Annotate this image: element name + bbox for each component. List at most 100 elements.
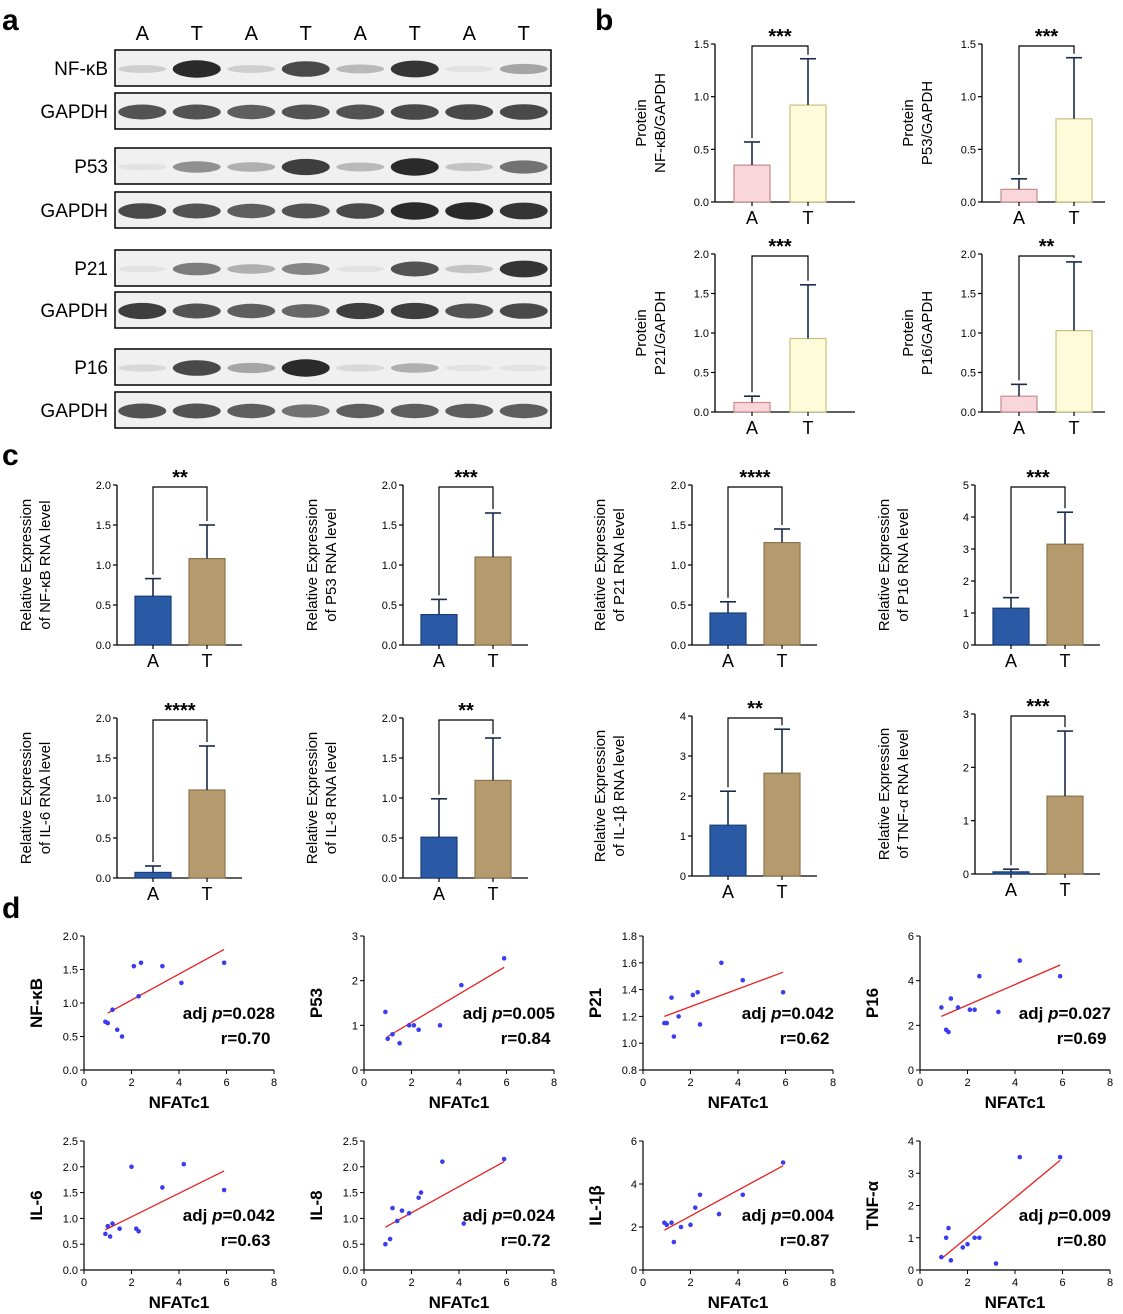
y-axis-label-line: Relative Expression xyxy=(18,499,35,632)
x-tick-label: 8 xyxy=(1107,1077,1113,1089)
y-axis-label: Protein P53/GAPDH xyxy=(900,81,936,165)
x-tick-label: 4 xyxy=(735,1277,741,1289)
y-tick-label: 1.0 xyxy=(96,560,111,572)
y-tick-label: 2.0 xyxy=(382,480,397,492)
y-tick-label: 2.0 xyxy=(343,1162,358,1174)
y-tick-label: 1.0 xyxy=(96,793,111,805)
adj-p-label: adj p=0.004 xyxy=(742,1206,835,1225)
x-axis-label: NFATc1 xyxy=(985,1093,1046,1112)
y-tick-label: 0.0 xyxy=(96,873,111,885)
data-point xyxy=(669,995,674,1000)
x-tick-label: 4 xyxy=(176,1277,182,1289)
bar xyxy=(1055,330,1093,413)
p-value: =0.009 xyxy=(1058,1206,1110,1225)
blot-band xyxy=(227,403,276,419)
y-tick-label: 2.0 xyxy=(961,249,976,261)
x-tick-label: 0 xyxy=(81,1277,87,1289)
blot-strip: GAPDH xyxy=(40,391,552,429)
y-tick-label: 4 xyxy=(680,711,686,723)
blot-band xyxy=(118,302,167,320)
data-point xyxy=(967,1007,973,1012)
data-point xyxy=(160,1185,165,1190)
bar xyxy=(733,401,771,413)
x-tick-label: 0 xyxy=(81,1077,87,1089)
x-tick-label: 2 xyxy=(408,1277,414,1289)
y-axis-label: IL-8 xyxy=(307,1190,326,1220)
blot-band xyxy=(172,161,221,173)
data-point xyxy=(972,1235,977,1241)
blot-row-label: GAPDH xyxy=(40,401,108,422)
panel-label-d: d xyxy=(2,892,20,925)
blot-band xyxy=(390,363,439,373)
x-tick-label: 0 xyxy=(917,1077,923,1089)
bar-chart: 0.0 0.5 1.0 1.5 2.0 A T ** Relative Expression of… xyxy=(18,467,242,671)
blot-row-label: GAPDH xyxy=(40,201,108,222)
y-axis-label: P16 xyxy=(863,988,882,1018)
y-axis-label: Relative Expression of IL-6 RNA level xyxy=(18,732,54,865)
y-axis-label-line: of P53 RNA level xyxy=(323,508,340,621)
blot-band xyxy=(118,364,167,372)
y-axis-label-line: P53/GAPDH xyxy=(919,81,936,165)
data-point xyxy=(114,1027,120,1033)
y-tick-label: 0 xyxy=(631,1265,637,1277)
adj-p-label: adj p=0.009 xyxy=(1019,1206,1111,1225)
blot-band xyxy=(281,104,330,120)
data-point xyxy=(437,1023,443,1028)
blot-strip: P53 xyxy=(74,147,552,185)
bar-chart: 0.0 0.5 1.0 1.5 A T *** Protein P53/GAPDH xyxy=(900,26,1105,228)
x-axis-label: NFATc1 xyxy=(149,1293,210,1312)
bar-chart: 0.0 0.5 1.0 1.5 2.0 A T ** Protein P16/GAPDH xyxy=(900,236,1105,438)
bar xyxy=(134,595,172,646)
y-tick-label: 1.0 xyxy=(382,560,397,572)
y-axis-label: Relative Expression of TNF-α RNA level xyxy=(876,728,912,861)
blot-band xyxy=(172,403,221,419)
blot-band xyxy=(445,303,494,319)
blot-row-label: P21 xyxy=(74,259,108,280)
data-point xyxy=(664,1222,670,1228)
bar xyxy=(1000,395,1038,413)
y-tick-label: 1.5 xyxy=(343,1188,358,1200)
x-tick-label: 2 xyxy=(964,1077,970,1089)
y-axis-label: TNF-α xyxy=(863,1180,882,1230)
bar xyxy=(992,607,1030,646)
x-tick-label: 4 xyxy=(456,1077,462,1089)
data-point xyxy=(780,989,786,995)
data-point xyxy=(501,956,507,961)
y-tick-label: 1.5 xyxy=(63,965,78,977)
data-point xyxy=(390,1031,395,1037)
x-tick-label: 6 xyxy=(503,1077,509,1089)
regression-line xyxy=(941,964,1061,1017)
blot-row-label: GAPDH xyxy=(40,102,108,123)
y-tick-label: 3 xyxy=(680,751,686,763)
x-tick-label: 2 xyxy=(687,1277,693,1289)
r-label: r=0.87 xyxy=(780,1231,830,1250)
x-tick-label: T xyxy=(1060,880,1071,900)
data-point xyxy=(948,996,954,1001)
data-point xyxy=(697,1022,703,1027)
regression-line xyxy=(105,1170,225,1231)
data-point xyxy=(948,1258,954,1263)
lane-label: A xyxy=(463,23,477,45)
blot-band xyxy=(172,303,221,319)
data-point xyxy=(719,960,724,966)
data-point xyxy=(960,1245,966,1250)
x-tick-label: 8 xyxy=(830,1277,836,1289)
blot-band xyxy=(281,203,330,219)
x-tick-label: T xyxy=(803,208,814,228)
y-axis-label: Relative Expression of P16 RNA level xyxy=(876,499,912,632)
x-tick-label: 0 xyxy=(640,1077,646,1089)
y-tick-label: 2 xyxy=(631,1222,637,1234)
data-point xyxy=(129,1164,134,1170)
data-point xyxy=(678,1224,684,1230)
bar-chart: 0.0 0.5 1.0 1.5 2.0 A T *** Protein P21/GAPDH xyxy=(633,236,855,438)
bar-chart: 0 1 2 3 4 A T ** Relative Expression of IL-1β RNA… xyxy=(592,698,817,902)
x-tick-label: T xyxy=(202,884,213,904)
blot-band xyxy=(227,203,276,219)
data-point xyxy=(697,1192,703,1198)
y-tick-label: 0.5 xyxy=(382,833,397,845)
x-axis-label: NFATc1 xyxy=(708,1293,769,1312)
x-tick-label: T xyxy=(488,884,499,904)
data-point xyxy=(993,1261,999,1266)
y-tick-label: 6 xyxy=(631,1136,637,1148)
bar xyxy=(134,871,172,879)
